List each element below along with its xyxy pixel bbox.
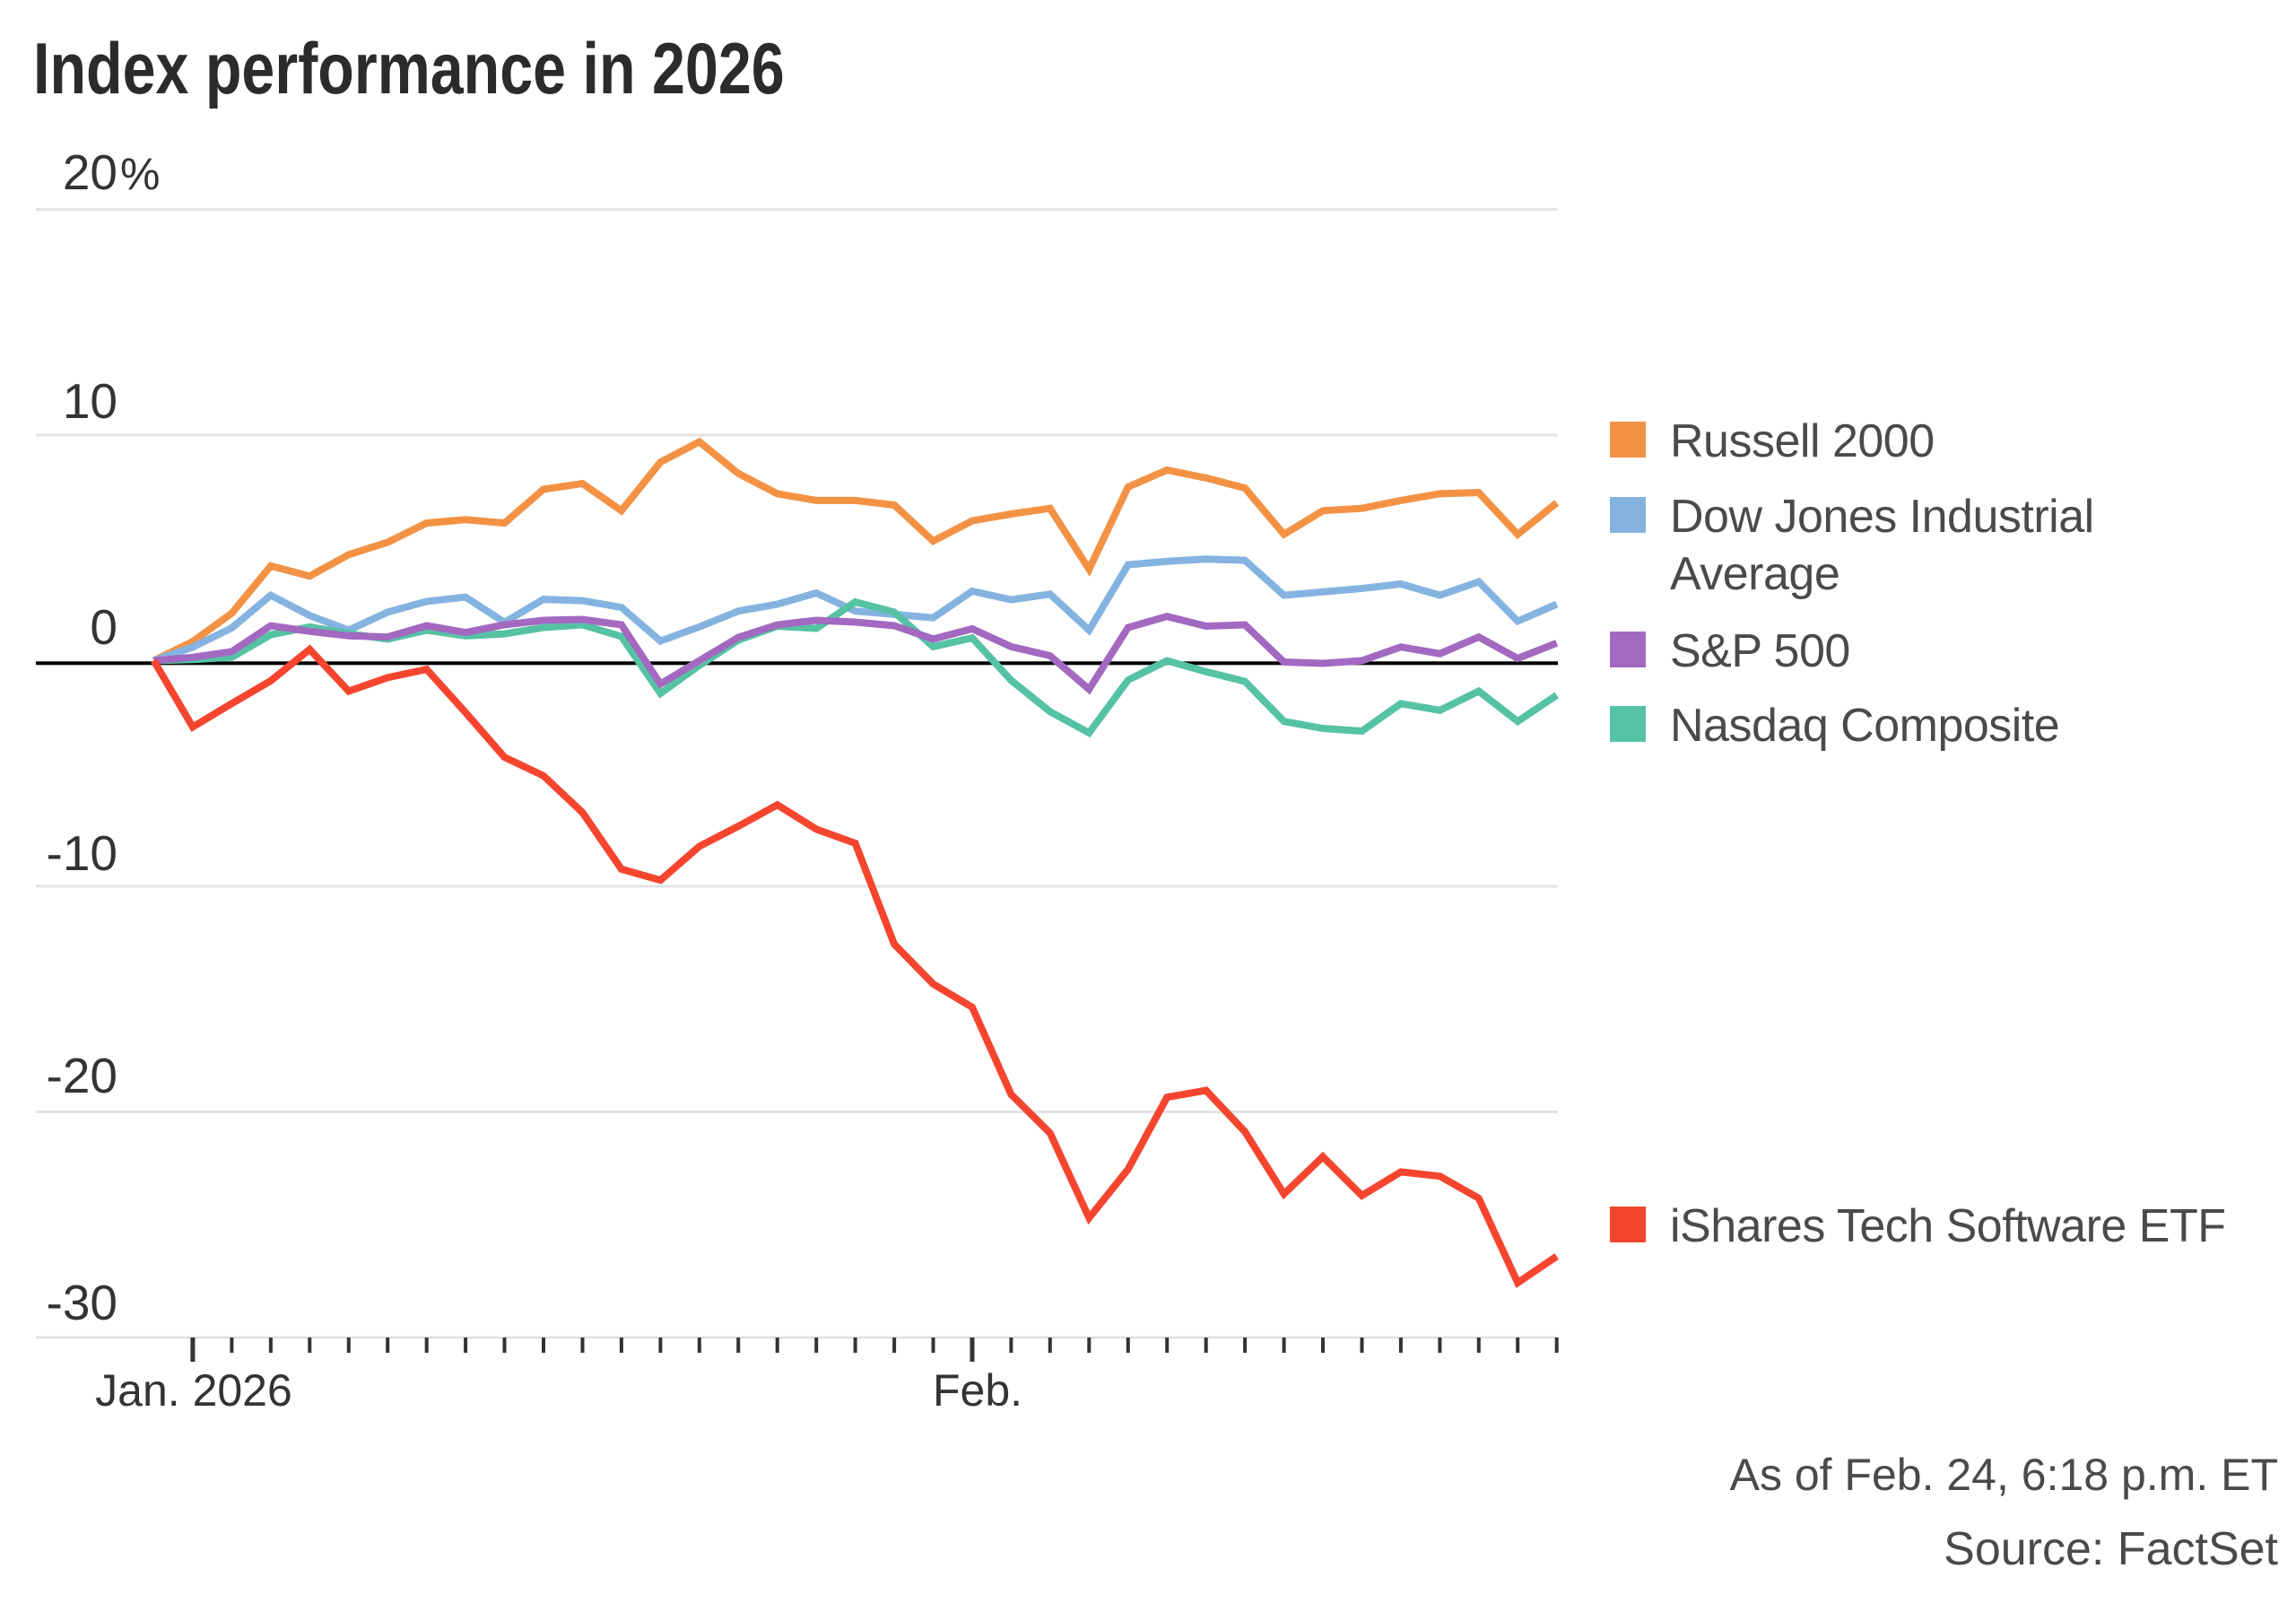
svg-text:Nasdaq Composite: Nasdaq Composite bbox=[1670, 700, 2059, 752]
svg-text:Index performance in 2026: Index performance in 2026 bbox=[33, 28, 785, 109]
svg-text:-10: -10 bbox=[47, 825, 118, 881]
svg-text:-20: -20 bbox=[47, 1048, 118, 1103]
svg-text:S&P 500: S&P 500 bbox=[1670, 625, 1850, 677]
svg-text:Source: FactSet: Source: FactSet bbox=[1944, 1523, 2278, 1575]
svg-text:0: 0 bbox=[90, 599, 117, 655]
svg-text:Jan. 2026: Jan. 2026 bbox=[95, 1365, 292, 1416]
svg-text:Average: Average bbox=[1670, 548, 1839, 600]
svg-text:%: % bbox=[120, 149, 160, 199]
svg-text:iShares Tech Software ETF: iShares Tech Software ETF bbox=[1670, 1200, 2225, 1252]
svg-text:Feb.: Feb. bbox=[933, 1365, 1022, 1416]
svg-text:10: 10 bbox=[63, 373, 117, 429]
svg-text:As of Feb. 24, 6:18 p.m. ET: As of Feb. 24, 6:18 p.m. ET bbox=[1730, 1450, 2278, 1500]
svg-text:Russell 2000: Russell 2000 bbox=[1670, 415, 1935, 467]
svg-text:20: 20 bbox=[63, 144, 117, 200]
svg-text:-30: -30 bbox=[47, 1275, 118, 1330]
svg-text:Dow Jones Industrial: Dow Jones Industrial bbox=[1670, 491, 2094, 543]
